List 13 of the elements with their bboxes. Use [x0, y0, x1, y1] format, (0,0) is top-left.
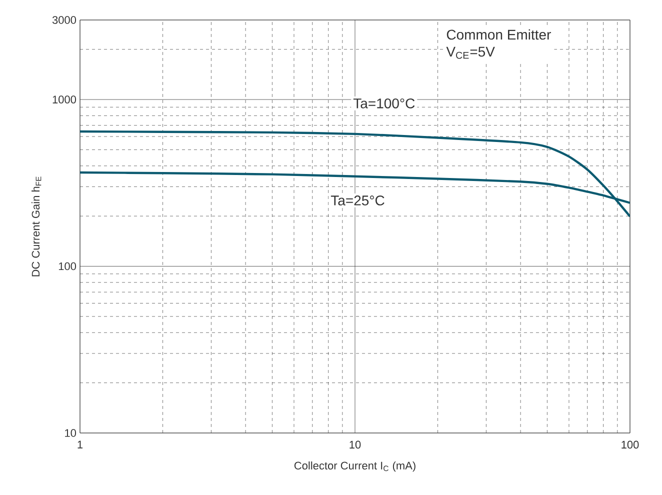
- x-tick-label: 100: [622, 440, 639, 449]
- annotation: V$_{CE}$=5V: [446, 46, 495, 59]
- annotation: Common Emitter: [446, 29, 551, 40]
- y-tick-label: 10: [65, 429, 76, 437]
- y-tick-label: 1000: [52, 96, 76, 104]
- y-axis-title: DC Current Gain h$_{FE}$: [32, 176, 42, 276]
- annotation: Ta=25°C: [330, 196, 384, 206]
- y-tick-label: 3000: [52, 16, 76, 24]
- y-tick-label: 100: [58, 262, 76, 270]
- annotation: Ta=100°C: [353, 98, 415, 108]
- x-axis-title: Collector Current I$_{C}$ (mA): [294, 461, 416, 472]
- x-tick-label: 1: [78, 440, 83, 448]
- x-tick-label: 10: [350, 440, 361, 449]
